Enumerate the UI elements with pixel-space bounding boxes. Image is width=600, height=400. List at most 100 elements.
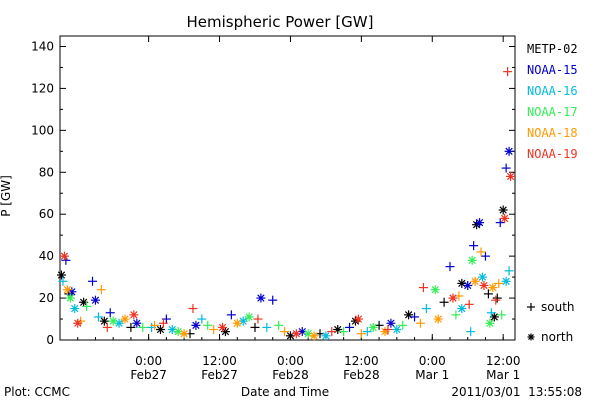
data-point [280, 327, 290, 337]
data-point [73, 318, 83, 328]
data-point [448, 293, 458, 303]
data-point [90, 295, 100, 305]
data-point [383, 325, 393, 335]
x-tick-label: 0:00 [277, 354, 304, 368]
star-stroke [109, 317, 117, 325]
data-point [218, 322, 227, 332]
star-stroke [500, 214, 509, 223]
data-point [433, 314, 443, 324]
data-point [333, 325, 343, 335]
data-point [59, 251, 69, 261]
star-stroke [100, 317, 108, 325]
data-point [463, 280, 473, 290]
data-point [504, 266, 514, 276]
data-point [138, 322, 148, 332]
star-stroke [393, 325, 401, 334]
star-stroke [505, 147, 513, 155]
data-point [470, 276, 480, 286]
data-point [268, 295, 278, 305]
data-point [203, 320, 213, 330]
x-tick-label: 12:00 [202, 354, 237, 368]
legend-entry: NOAA-19 [527, 147, 578, 161]
data-point [150, 320, 160, 330]
data-point [191, 320, 201, 330]
data-point [309, 331, 319, 341]
star-stroke [506, 172, 515, 181]
data-point [291, 329, 301, 339]
data-point [253, 314, 263, 324]
x-axis-label: Date and Time [241, 385, 329, 399]
data-point [256, 293, 266, 303]
symbol-legend-label: north [541, 330, 573, 344]
x-tick-label: Feb28 [343, 368, 380, 382]
data-point [504, 146, 514, 156]
data-point [475, 218, 485, 228]
legend-entry: METP-02 [527, 42, 578, 56]
series-noaa-19 [59, 67, 516, 339]
y-tick-label: 60 [39, 207, 54, 221]
data-point [209, 325, 219, 335]
data-point [418, 283, 428, 293]
star-stroke [221, 327, 230, 336]
data-point [491, 295, 501, 305]
data-point [82, 301, 92, 311]
data-point [70, 304, 80, 314]
y-tick-label: 20 [39, 291, 54, 305]
data-point [244, 312, 254, 322]
data-point [197, 314, 207, 324]
data-point [132, 318, 142, 328]
data-point [158, 318, 168, 328]
data-point [398, 320, 408, 330]
data-point [506, 171, 516, 181]
star-stroke [458, 304, 466, 313]
star-stroke [480, 281, 488, 290]
series-noaa-18 [62, 247, 504, 341]
star-stroke [133, 319, 141, 327]
data-point [350, 316, 360, 326]
star-stroke [486, 319, 494, 327]
data-point [476, 247, 486, 257]
data-point [500, 213, 510, 223]
chart-title: Hemispheric Power [GW] [187, 13, 374, 31]
star-stroke [60, 252, 69, 260]
x-tick-label: Feb27 [130, 368, 167, 382]
data-point [415, 318, 425, 328]
data-point [262, 322, 272, 332]
x-tick-label: Mar 1 [486, 368, 520, 382]
data-point [480, 251, 490, 261]
data-point [488, 283, 498, 293]
star-stroke [292, 330, 301, 338]
y-tick-label: 40 [39, 249, 54, 263]
star-stroke [245, 313, 253, 321]
star-stroke [475, 218, 484, 227]
symbol-legend-label: south [541, 300, 575, 314]
data-point [410, 312, 420, 322]
star-stroke [322, 332, 330, 340]
y-tick-label: 140 [31, 39, 54, 53]
star-stroke [387, 319, 395, 327]
plot-frame [59, 35, 516, 341]
data-point [327, 327, 337, 337]
x-tick-label: Mar 1 [415, 368, 449, 382]
star-stroke [434, 315, 442, 323]
data-point [105, 308, 115, 318]
data-point [466, 327, 476, 337]
series-noaa-16 [58, 266, 514, 341]
data-point [457, 304, 467, 314]
data-point [478, 272, 487, 282]
data-point [56, 270, 66, 280]
data-point [501, 276, 511, 286]
star-stroke [57, 271, 66, 279]
legend-entry: NOAA-16 [527, 84, 578, 98]
star-stroke [468, 256, 476, 264]
data-point [62, 285, 72, 295]
series-noaa-17 [65, 255, 507, 339]
data-point [486, 308, 496, 318]
data-point [65, 293, 75, 303]
data-point [93, 312, 103, 322]
data-point [485, 318, 495, 328]
star-stroke [499, 206, 507, 214]
data-point [188, 304, 198, 314]
x-tick-label: 12:00 [486, 354, 521, 368]
